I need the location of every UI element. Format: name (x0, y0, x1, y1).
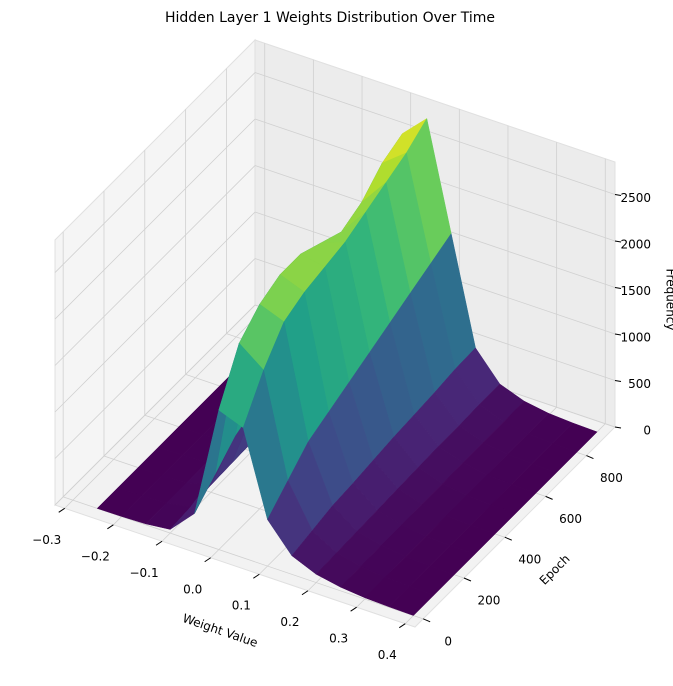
x-tick (59, 508, 65, 512)
y-tick (505, 537, 512, 540)
x-tick (351, 607, 357, 611)
x-tick (205, 558, 211, 562)
x-axis-label: Weight Value (181, 611, 260, 650)
x-tick (399, 624, 405, 628)
z-tick-label: 0 (643, 424, 651, 438)
chart-title: Hidden Layer 1 Weights Distribution Over… (165, 10, 495, 26)
x-tick-label: 0.1 (232, 599, 251, 613)
x-tick (302, 591, 308, 595)
z-tick (615, 381, 621, 382)
x-tick-label: 0.2 (280, 615, 299, 629)
x-tick-label: 0.4 (378, 648, 397, 662)
x-tick (253, 574, 259, 578)
z-tick-label: 500 (628, 377, 651, 391)
y-tick-label: 600 (559, 512, 582, 526)
z-tick-label: 2000 (620, 238, 651, 252)
x-tick-label: −0.2 (81, 549, 110, 563)
x-tick-label: 0.0 (183, 582, 202, 596)
y-axis-label: Epoch (537, 552, 573, 588)
y-tick-label: 400 (518, 553, 541, 567)
x-tick (107, 525, 113, 529)
z-tick-label: 1000 (620, 331, 651, 345)
x-tick-label: −0.1 (129, 566, 158, 580)
x-tick-label: 0.3 (329, 632, 348, 646)
y-tick (546, 496, 553, 499)
z-tick-label: 2500 (620, 191, 651, 205)
y-tick-label: 800 (600, 471, 623, 485)
x-tick (156, 541, 162, 545)
y-tick-label: 200 (478, 594, 501, 608)
z-axis-label: Frequency (664, 269, 673, 331)
y-tick (423, 619, 430, 622)
z-tick (615, 427, 621, 428)
y-tick (464, 578, 471, 581)
z-tick-label: 1500 (620, 284, 651, 298)
y-tick-label: 0 (444, 634, 452, 648)
y-tick (586, 456, 593, 459)
x-tick-label: −0.3 (32, 533, 61, 547)
